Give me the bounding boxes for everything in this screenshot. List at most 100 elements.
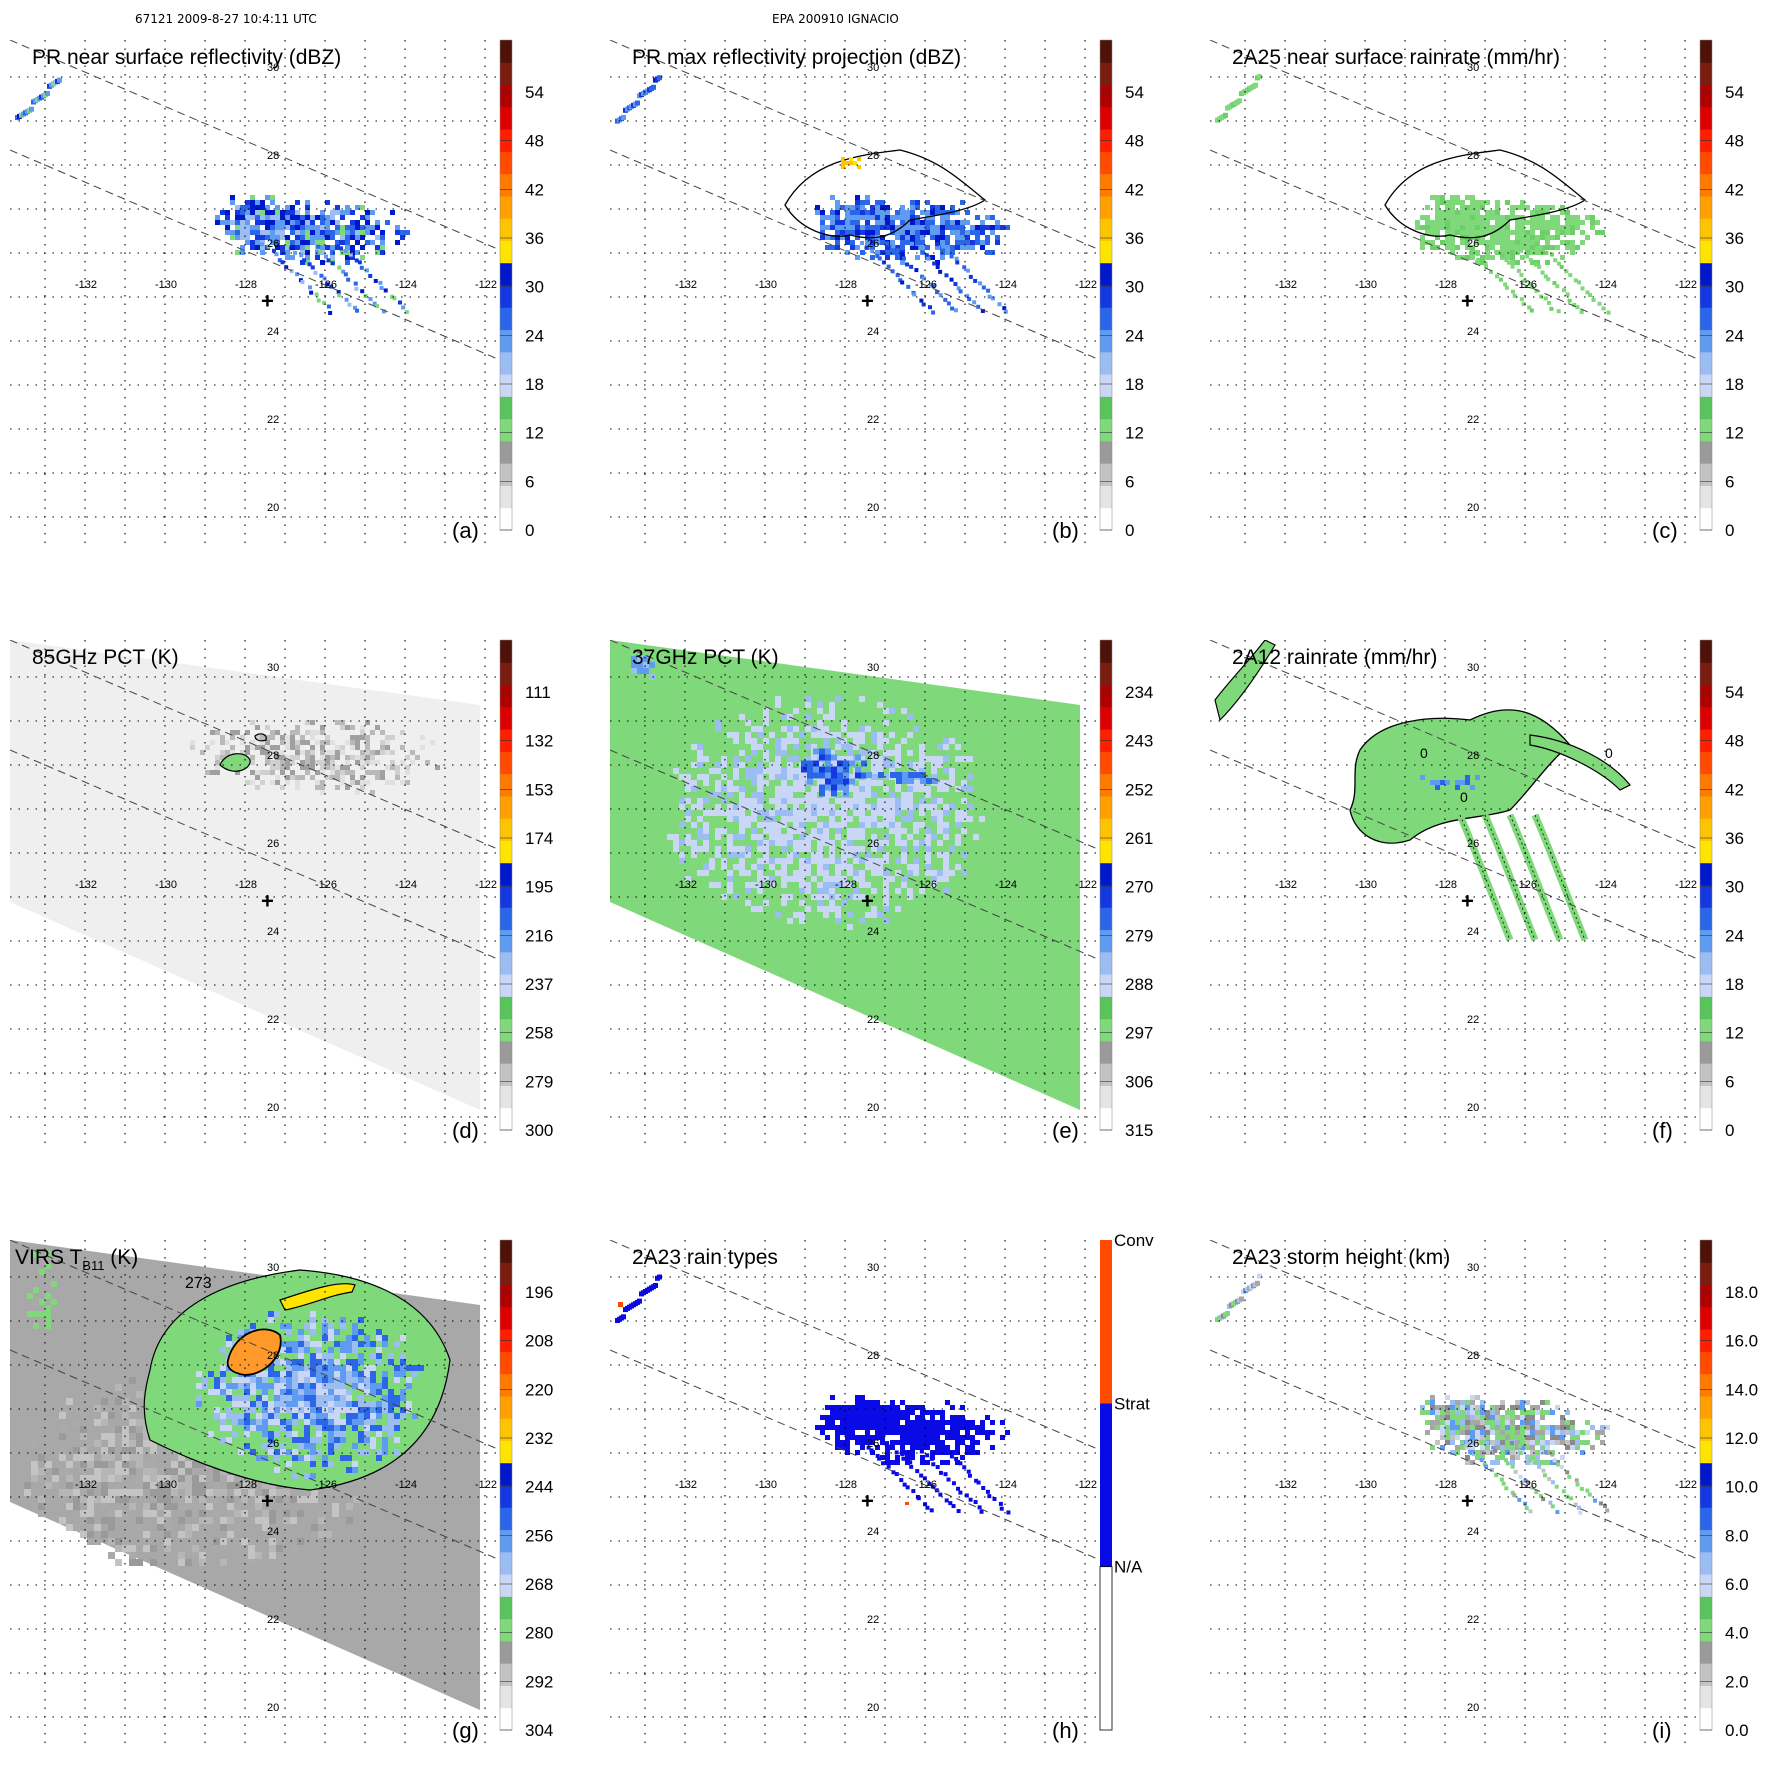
ir-cell: [340, 1407, 346, 1413]
ir-cell: [220, 1475, 227, 1482]
ir-cell: [59, 1447, 66, 1454]
pct-cell: [325, 775, 330, 780]
ir-cell: [185, 1559, 192, 1566]
ir-cell: [232, 1413, 238, 1419]
pct-cell: [727, 852, 733, 858]
echo-cell: [265, 235, 270, 240]
pct-cell: [727, 876, 733, 882]
echo-cell: [911, 1489, 916, 1494]
ir-cell: [262, 1371, 268, 1377]
echo-cell: [956, 1486, 961, 1491]
pct-core: [861, 760, 867, 767]
ir-cell: [213, 1510, 220, 1517]
pct-cell: [799, 822, 805, 828]
echo-cell: [1600, 1440, 1605, 1445]
echo-cell: [855, 255, 860, 260]
echo-cell: [1505, 235, 1510, 240]
echo-cell: [1530, 1420, 1535, 1425]
ir-cell: [388, 1431, 394, 1437]
ir-cell: [328, 1377, 334, 1383]
panel-letter: (c): [1652, 518, 1678, 543]
pct-cell: [931, 822, 937, 828]
pct-cell: [285, 740, 290, 745]
pct-cell: [925, 864, 931, 870]
ir-cell: [310, 1437, 316, 1443]
ir-cell: [388, 1395, 394, 1401]
ir-cell: [115, 1440, 122, 1447]
ir-cell: [334, 1401, 340, 1407]
echo-cell: [354, 286, 359, 291]
ir-cell: [388, 1389, 394, 1395]
pct-cell: [285, 775, 290, 780]
echo-cell: [360, 289, 365, 294]
pct-cell: [745, 756, 751, 762]
echo-cell: [900, 220, 905, 225]
legend-tick-label: 256: [525, 1526, 553, 1545]
ir-cell: [73, 1524, 80, 1531]
ir-cell: [51, 1299, 57, 1305]
ir-cell: [87, 1454, 94, 1461]
pct-cell: [793, 834, 799, 840]
echo-cell: [350, 225, 355, 230]
echo-cell: [850, 1405, 855, 1410]
ir-cell: [262, 1510, 269, 1517]
pct-cell: [805, 816, 811, 822]
echo-cell: [900, 230, 905, 235]
echo-cell: [1455, 225, 1460, 230]
pct-cell: [883, 870, 889, 876]
echo-cell: [326, 258, 331, 263]
pct-cell: [907, 888, 913, 894]
pct-cell: [793, 780, 799, 786]
echo-cell: [900, 1400, 905, 1405]
echo-cell: [976, 304, 981, 309]
legend-swatch: [500, 773, 512, 797]
legend-swatch: [500, 1707, 512, 1731]
echo-cell: [1565, 230, 1570, 235]
ir-cell: [280, 1425, 286, 1431]
pct-cell: [793, 768, 799, 774]
lat-tick-label: 22: [267, 1614, 279, 1626]
pct-cell: [727, 870, 733, 876]
pct-cell: [679, 774, 685, 780]
ir-cell: [316, 1353, 322, 1359]
lon-tick-label: -122: [475, 1479, 497, 1491]
ir-cell: [280, 1371, 286, 1377]
legend-swatch: [500, 1440, 512, 1464]
echo-cell: [940, 220, 945, 225]
echo-cell: [1495, 1425, 1500, 1430]
echo-cell: [1480, 1435, 1485, 1440]
ir-cell: [394, 1425, 400, 1431]
pct-cell: [763, 852, 769, 858]
echo-cell: [820, 1415, 825, 1420]
echo-cell: [940, 225, 945, 230]
echo-cell: [950, 1415, 955, 1420]
echo-cell: [845, 220, 850, 225]
echo-cell: [275, 245, 280, 250]
echo-cell: [305, 215, 310, 220]
echo-cell: [895, 245, 900, 250]
lat-tick-label: 22: [867, 414, 879, 426]
echo-cell: [320, 245, 325, 250]
echo-cell: [1475, 205, 1480, 210]
pct-cell: [877, 912, 883, 918]
pct-cell: [290, 730, 295, 735]
pct-cell: [853, 786, 859, 792]
echo-cell: [899, 1478, 904, 1483]
echo-cell: [315, 235, 320, 240]
echo-cell: [280, 215, 285, 220]
echo-cell: [1420, 225, 1425, 230]
pct-cell: [853, 726, 859, 732]
echo-cell: [1003, 309, 1008, 314]
echo-cell: [924, 253, 929, 258]
echo-cell: [935, 290, 940, 295]
echo-core: [857, 157, 861, 161]
echo-cell: [919, 298, 924, 303]
echo-cell: [920, 1430, 925, 1435]
legend-tick-label: 48: [1725, 732, 1744, 751]
pct-cell: [913, 780, 919, 786]
ir-cell: [310, 1311, 316, 1317]
lat-tick-label: 30: [267, 62, 279, 74]
echo-cell: [1440, 240, 1445, 245]
ir-cell: [52, 1468, 59, 1475]
